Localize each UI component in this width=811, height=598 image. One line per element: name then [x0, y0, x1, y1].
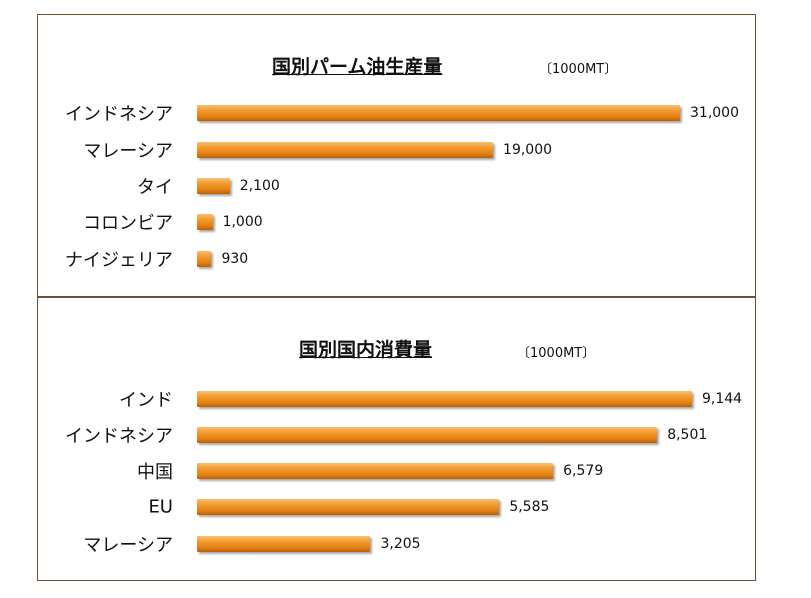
value-label: 2,100	[239, 178, 280, 194]
value-label: 3,205	[380, 536, 421, 552]
production-chart: 国別パーム油生産量 〔1000MT〕 インドネシア 31,000 マレーシア 19,0…	[37, 14, 756, 297]
value-label: 8,501	[667, 427, 708, 443]
category-label: タイ	[137, 177, 173, 198]
value-label: 930	[221, 251, 249, 267]
category-label: 中国	[137, 462, 173, 483]
bar	[197, 391, 692, 407]
bar	[197, 499, 500, 515]
category-label: コロンビア	[83, 213, 173, 234]
value-label: 31,000	[690, 105, 739, 121]
bar	[197, 142, 494, 158]
category-label: EU	[148, 496, 173, 518]
category-label: インド	[119, 390, 173, 411]
value-label: 6,579	[563, 463, 604, 479]
chart-title: 国別国内消費量	[299, 339, 433, 361]
value-label: 19,000	[503, 142, 553, 158]
panel-divider	[37, 296, 756, 298]
unit-label: 〔1000MT〕	[539, 62, 618, 77]
value-label: 9,144	[702, 391, 743, 407]
bar	[197, 214, 213, 230]
bar	[197, 251, 212, 267]
bar	[197, 427, 658, 443]
category-label: インドネシア	[65, 426, 173, 447]
value-label: 5,585	[509, 499, 550, 515]
bar	[197, 178, 230, 194]
category-label: マレーシア	[83, 141, 173, 162]
consumption-chart: 国別国内消費量 〔1000MT〕 インド 9,144 インドネシア 8,501 中国 6,…	[37, 297, 756, 582]
bar	[197, 105, 680, 121]
chart-title: 国別パーム油生産量	[272, 56, 443, 78]
category-label: インドネシア	[65, 104, 173, 125]
value-label: 1,000	[222, 214, 263, 230]
bar	[197, 463, 554, 479]
category-label: マレーシア	[83, 535, 173, 556]
unit-label: 〔1000MT〕	[517, 346, 596, 361]
category-label: ナイジェリア	[65, 250, 173, 271]
bar	[197, 536, 371, 552]
